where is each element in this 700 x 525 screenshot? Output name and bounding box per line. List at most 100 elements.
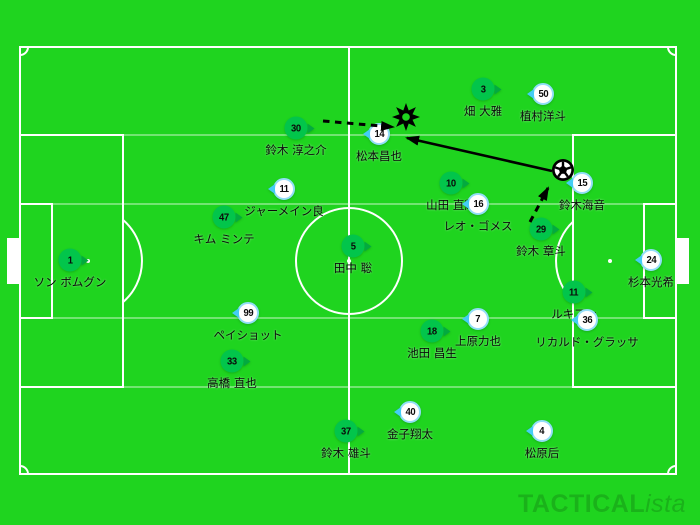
player-name-label: 松本昌也 (356, 149, 402, 163)
movement-arrows (322, 119, 553, 223)
player-number: 11 (279, 183, 289, 195)
player-marker-white-36[interactable]: 36 (571, 309, 598, 331)
player-marker-white-15[interactable]: 15 (566, 172, 593, 194)
direction-triangle-icon (81, 255, 89, 265)
player-marker-white-50[interactable]: 50 (527, 83, 554, 105)
player-number: 37 (341, 425, 351, 437)
direction-triangle-icon (268, 184, 275, 194)
direction-triangle-icon (527, 89, 534, 99)
direction-triangle-icon (232, 308, 239, 318)
player-number: 33 (227, 355, 237, 367)
direction-triangle-icon (443, 326, 451, 336)
player-marker-white-24[interactable]: 24 (635, 249, 662, 271)
goal-left (7, 238, 19, 284)
penalty-area-left (20, 134, 124, 388)
player-name-label: 高橋 直也 (207, 376, 257, 390)
player-number: 30 (291, 122, 301, 134)
player-name-label: リカルド・グラッサ (535, 335, 639, 349)
player-marker-green-47[interactable]: 47 (212, 205, 243, 229)
center-spot (347, 259, 351, 263)
penalty-spot-right (608, 259, 612, 263)
player-marker-green-11[interactable]: 11 (562, 280, 593, 304)
player-marker-green-3[interactable]: 3 (471, 77, 502, 101)
player-name-label: ジャーメイン良 (244, 204, 324, 218)
player-number: 14 (374, 128, 384, 140)
player-name-label: 金子翔太 (387, 427, 433, 441)
player-number: 24 (646, 254, 656, 266)
center-circle (295, 207, 403, 315)
watermark-italic-text: ista (645, 490, 686, 518)
player-number: 16 (473, 198, 483, 210)
corner-arc-bottom-right (667, 465, 677, 475)
player-number: 18 (427, 325, 437, 337)
player-marker-green-10[interactable]: 10 (439, 171, 470, 195)
movement-arrow-dashed[interactable] (528, 186, 550, 223)
direction-triangle-icon (571, 315, 578, 325)
direction-triangle-icon (462, 199, 469, 209)
player-marker-green-33[interactable]: 33 (220, 349, 251, 373)
direction-triangle-icon (526, 426, 533, 436)
movement-arrow-solid[interactable] (405, 135, 553, 173)
player-name-label: 池田 昌生 (407, 346, 457, 360)
player-marker-green-5[interactable]: 5 (341, 234, 372, 258)
soccer-ball-icon[interactable] (552, 159, 574, 181)
player-marker-green-18[interactable]: 18 (420, 319, 451, 343)
collision-burst-icon[interactable] (392, 103, 420, 131)
player-number: 11 (569, 286, 579, 298)
tacticalista-watermark: TACTICALista (518, 490, 686, 519)
player-name-label: 鈴木 章斗 (516, 244, 566, 258)
player-name-label: 鈴木海音 (559, 198, 605, 212)
player-name-label: 田中 聡 (333, 261, 373, 275)
direction-triangle-icon (494, 84, 502, 94)
player-number: 4 (539, 425, 545, 437)
player-number: 7 (475, 313, 481, 325)
player-number: 99 (243, 307, 253, 319)
direction-triangle-icon (243, 356, 251, 366)
player-number: 15 (577, 177, 587, 189)
player-name-label: 上原力也 (455, 334, 501, 348)
player-marker-green-30[interactable]: 30 (284, 116, 315, 140)
direction-triangle-icon (307, 123, 315, 133)
player-marker-green-29[interactable]: 29 (529, 217, 560, 241)
player-name-label: 植村洋斗 (520, 109, 566, 123)
player-marker-green-1[interactable]: 1 (58, 248, 89, 272)
direction-triangle-icon (566, 178, 573, 188)
direction-triangle-icon (462, 178, 470, 188)
player-number: 10 (446, 177, 456, 189)
player-marker-white-11[interactable]: 11 (268, 178, 295, 200)
corner-arc-bottom-left (19, 465, 29, 475)
player-number: 47 (219, 211, 229, 223)
penalty-arc-left (122, 219, 143, 303)
player-number: 5 (350, 240, 356, 252)
player-name-label: レオ・ゴメス (443, 219, 513, 233)
player-marker-green-37[interactable]: 37 (334, 419, 365, 443)
player-name-label: キム ミンテ (193, 232, 255, 246)
direction-triangle-icon (363, 129, 370, 139)
direction-triangle-icon (394, 407, 401, 417)
player-marker-white-7[interactable]: 7 (462, 308, 489, 330)
corner-arc-top-left (19, 46, 29, 56)
goal-area-left (20, 203, 53, 319)
player-name-label: ソン ボムグン (33, 275, 107, 289)
player-name-label: 鈴木 淳之介 (265, 143, 327, 157)
player-marker-white-4[interactable]: 4 (526, 420, 553, 442)
corner-arc-top-right (667, 46, 677, 56)
player-name-label: 杉本光希 (628, 275, 674, 289)
watermark-bold-text: TACTICAL (517, 490, 646, 518)
goal-right (677, 238, 689, 284)
player-marker-white-16[interactable]: 16 (462, 193, 489, 215)
player-marker-white-99[interactable]: 99 (232, 302, 259, 324)
player-name-label: 松原后 (524, 446, 560, 460)
direction-triangle-icon (364, 241, 372, 251)
player-number: 50 (538, 88, 548, 100)
direction-triangle-icon (585, 287, 593, 297)
direction-triangle-icon (357, 426, 365, 436)
player-marker-white-40[interactable]: 40 (394, 401, 421, 423)
player-number: 3 (480, 83, 486, 95)
direction-triangle-icon (635, 255, 642, 265)
